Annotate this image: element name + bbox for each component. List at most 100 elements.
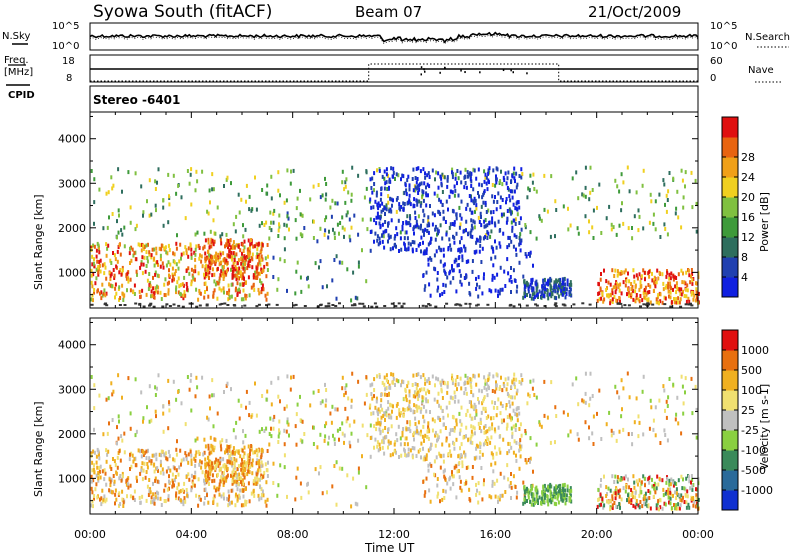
power-cell xyxy=(236,261,239,265)
velocity-cell xyxy=(641,389,644,394)
velocity-cell xyxy=(684,376,687,381)
power-cell xyxy=(451,208,454,213)
power-cell xyxy=(230,282,233,287)
power-cell xyxy=(307,284,310,289)
power-cell xyxy=(472,219,475,224)
power-cell xyxy=(478,285,481,290)
power-cell xyxy=(663,295,666,300)
velocity-cell xyxy=(600,437,603,441)
power-cell xyxy=(549,283,552,288)
power-cell xyxy=(227,292,230,296)
power-cell xyxy=(100,290,103,295)
power-cell xyxy=(617,271,620,276)
power-cell xyxy=(468,194,471,198)
velocity-cell xyxy=(90,486,93,491)
power-cell xyxy=(634,289,637,294)
nsky-label: N.Sky xyxy=(2,31,30,42)
power-cell xyxy=(218,255,221,260)
velocity-cell xyxy=(258,464,261,469)
velocity-cell xyxy=(656,501,659,506)
velocity-cell xyxy=(481,452,484,457)
velocity-cell xyxy=(433,419,436,424)
power-cell xyxy=(184,245,187,250)
velocity-cell xyxy=(159,463,162,468)
velocity-cell xyxy=(299,418,302,423)
velocity-cell xyxy=(515,377,518,382)
power-cell xyxy=(412,188,415,193)
power-cell xyxy=(420,201,423,206)
power-cell xyxy=(118,297,120,302)
power-cell xyxy=(376,238,379,243)
power-cell xyxy=(691,281,694,286)
power-cell xyxy=(614,290,617,295)
velocity-cell xyxy=(198,462,201,467)
power-cell xyxy=(518,221,521,225)
power-cell xyxy=(123,244,126,249)
velocity-cell xyxy=(182,457,185,462)
velocity-cell xyxy=(499,385,502,390)
power-cell xyxy=(639,294,642,298)
power-cell xyxy=(426,229,429,233)
power-cell xyxy=(613,295,616,299)
nave-label: Nave xyxy=(748,65,774,76)
power-cell xyxy=(95,254,98,259)
velocity-cell xyxy=(100,496,103,501)
power-cell xyxy=(159,257,162,262)
power-cell xyxy=(213,239,216,244)
velocity-cell xyxy=(643,476,646,481)
power-cell xyxy=(425,247,428,252)
velocity-cell xyxy=(126,494,128,499)
velocity-cell xyxy=(453,390,456,395)
power-cell xyxy=(534,303,538,306)
velocity-cell xyxy=(172,457,175,462)
velocity-cell xyxy=(519,444,522,449)
power-cell xyxy=(195,305,199,308)
power-cell xyxy=(461,254,464,259)
power-cell xyxy=(451,266,453,271)
velocity-cell xyxy=(543,499,546,504)
velocity-cell xyxy=(478,400,480,405)
velocity-cell xyxy=(436,433,439,438)
velocity-cell xyxy=(258,477,261,482)
power-cell xyxy=(680,168,683,173)
power-cell xyxy=(548,281,551,286)
velocity-cell xyxy=(514,485,517,489)
velocity-cell xyxy=(177,482,180,487)
power-cell xyxy=(401,227,404,232)
power-cell xyxy=(194,252,197,257)
power-cell xyxy=(190,255,193,260)
power-cell xyxy=(167,220,170,225)
power-cell xyxy=(535,288,538,293)
power-cell xyxy=(638,299,641,304)
power-cell xyxy=(324,218,326,223)
velocity-cell xyxy=(97,471,100,475)
velocity-cell xyxy=(621,407,623,412)
power-cell xyxy=(195,287,198,292)
velocity-cell xyxy=(390,403,393,408)
velocity-cell xyxy=(228,460,231,465)
power-cell xyxy=(272,255,275,260)
power-cell xyxy=(622,180,625,185)
power-cell xyxy=(420,181,423,186)
power-cell xyxy=(390,197,393,202)
velocity-cell xyxy=(350,398,353,403)
velocity-cell xyxy=(652,427,655,432)
velocity-cell xyxy=(465,434,467,439)
power-cell xyxy=(231,257,234,262)
power-cell xyxy=(628,279,631,284)
nsearch-label: N.Search xyxy=(745,32,790,43)
velocity-cell xyxy=(513,382,516,387)
power-cell xyxy=(225,269,228,274)
power-cell xyxy=(674,211,677,216)
power-cell xyxy=(408,183,411,188)
power-cell xyxy=(148,272,151,276)
power-cell xyxy=(216,296,219,301)
velocity-cell xyxy=(300,495,303,500)
power-cell xyxy=(523,284,526,289)
velocity-cell xyxy=(385,378,388,383)
velocity-cell xyxy=(664,502,667,507)
power-cell xyxy=(277,277,280,282)
velocity-cell xyxy=(250,447,253,452)
velocity-cell xyxy=(531,494,534,499)
power-cell xyxy=(301,213,304,218)
